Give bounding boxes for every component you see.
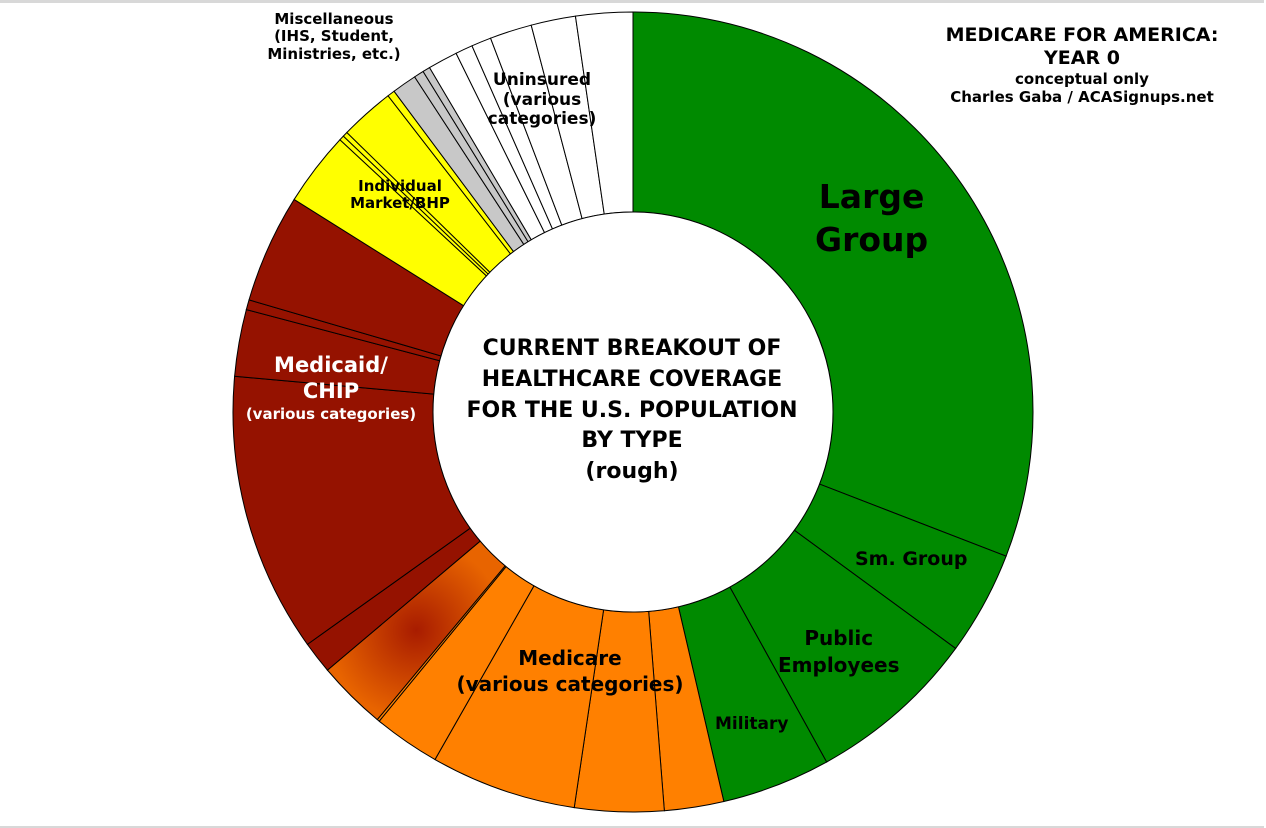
center-line: (rough) — [585, 459, 679, 485]
label-line: (various categories) — [245, 404, 417, 423]
label-individual-market: Individual Market/BHP — [340, 177, 460, 213]
label-line: Large — [818, 177, 925, 216]
label-line: Sm. Group — [855, 548, 968, 570]
center-text: CURRENT BREAKOUT OF HEALTHCARE COVERAGE … — [432, 334, 832, 488]
label-line: Group — [815, 219, 929, 259]
donut-slices — [232, 11, 1034, 813]
center-line: HEALTHCARE COVERAGE — [481, 366, 783, 392]
label-uninsured: Uninsured (various categories) — [482, 70, 602, 130]
label-line: (various — [502, 89, 582, 110]
credit-line: Charles Gaba / ACASignups.net — [950, 87, 1214, 106]
label-public-employees: Public Employees — [778, 625, 899, 679]
label-line: Medicaid/ — [274, 353, 388, 377]
label-line: Uninsured — [492, 70, 592, 90]
label-large-group: Large Group — [815, 176, 928, 262]
title-line: MEDICARE FOR AMERICA: — [945, 24, 1219, 46]
label-line: (various categories) — [456, 672, 684, 696]
center-line: FOR THE U.S. POPULATION — [466, 397, 798, 423]
label-line: Market/BHP — [350, 194, 450, 213]
label-line: Ministries, etc.) — [267, 44, 401, 63]
label-line: Miscellaneous — [274, 10, 394, 28]
label-line: (IHS, Student, — [274, 27, 394, 46]
subtitle-line: conceptual only — [1015, 69, 1149, 88]
title-line: YEAR 0 — [1044, 46, 1120, 69]
label-medicaid: Medicaid/ CHIP (various categories) — [236, 352, 426, 423]
label-line: Individual — [358, 177, 442, 195]
label-line: categories) — [487, 109, 597, 130]
donut-hole — [432, 211, 834, 613]
label-line: Military — [715, 714, 789, 734]
chart-title: MEDICARE FOR AMERICA: YEAR 0 conceptual … — [922, 24, 1242, 106]
label-line: Medicare — [518, 646, 622, 670]
label-miscellaneous: Miscellaneous (IHS, Student, Ministries,… — [254, 10, 414, 63]
label-medicare: Medicare (various categories) — [440, 645, 700, 697]
center-line: CURRENT BREAKOUT OF — [482, 336, 782, 361]
label-line: Employees — [778, 653, 900, 677]
label-small-group: Sm. Group — [855, 548, 968, 571]
label-military: Military — [715, 714, 789, 735]
label-line: Public — [804, 626, 874, 650]
center-line: BY TYPE — [581, 428, 683, 454]
label-line: CHIP — [302, 379, 360, 404]
